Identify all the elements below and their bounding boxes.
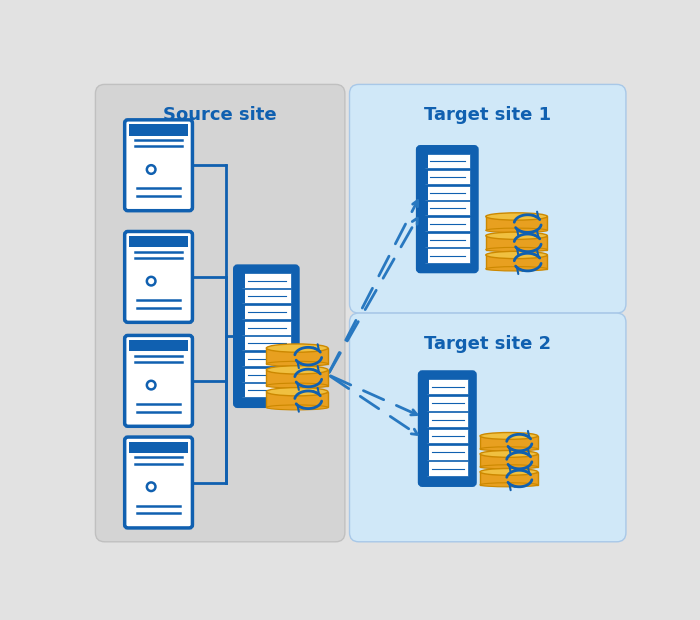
Bar bbox=[425, 202, 470, 216]
Ellipse shape bbox=[486, 228, 547, 232]
Bar bbox=[427, 379, 468, 394]
Ellipse shape bbox=[147, 277, 155, 285]
Bar bbox=[425, 249, 470, 263]
Bar bbox=[242, 321, 290, 335]
FancyBboxPatch shape bbox=[125, 335, 192, 427]
Bar bbox=[242, 368, 290, 382]
Ellipse shape bbox=[480, 433, 538, 440]
Ellipse shape bbox=[480, 469, 538, 476]
Text: Target site 1: Target site 1 bbox=[424, 106, 552, 124]
Ellipse shape bbox=[147, 165, 155, 174]
FancyBboxPatch shape bbox=[125, 120, 192, 211]
Bar bbox=[425, 154, 428, 168]
Bar bbox=[266, 370, 328, 386]
Bar bbox=[130, 340, 188, 351]
Text: Target site 2: Target site 2 bbox=[424, 335, 552, 353]
Bar bbox=[242, 305, 290, 319]
Ellipse shape bbox=[486, 247, 547, 252]
Bar bbox=[242, 336, 245, 350]
Ellipse shape bbox=[486, 232, 547, 239]
Ellipse shape bbox=[266, 383, 328, 388]
Bar bbox=[425, 217, 428, 231]
Ellipse shape bbox=[266, 344, 328, 352]
FancyBboxPatch shape bbox=[349, 84, 626, 313]
Bar bbox=[427, 396, 429, 410]
Bar bbox=[130, 125, 188, 136]
Ellipse shape bbox=[480, 483, 538, 487]
Ellipse shape bbox=[480, 451, 538, 458]
Bar bbox=[130, 236, 188, 247]
Bar bbox=[242, 289, 245, 303]
FancyBboxPatch shape bbox=[125, 437, 192, 528]
Bar bbox=[242, 352, 290, 366]
Ellipse shape bbox=[147, 381, 155, 389]
Bar bbox=[242, 383, 290, 397]
Bar bbox=[425, 154, 470, 168]
Ellipse shape bbox=[486, 251, 547, 259]
FancyBboxPatch shape bbox=[419, 371, 475, 485]
Bar bbox=[242, 273, 245, 288]
Bar bbox=[242, 273, 290, 288]
Bar bbox=[242, 289, 290, 303]
Bar bbox=[427, 412, 468, 427]
FancyBboxPatch shape bbox=[234, 266, 298, 407]
Bar bbox=[425, 217, 470, 231]
Bar bbox=[480, 436, 538, 449]
FancyBboxPatch shape bbox=[417, 146, 477, 272]
Bar bbox=[486, 236, 547, 250]
Bar bbox=[486, 255, 547, 269]
Bar bbox=[425, 170, 470, 184]
Bar bbox=[427, 445, 429, 460]
Bar bbox=[242, 321, 245, 335]
Bar bbox=[425, 249, 428, 263]
Ellipse shape bbox=[480, 465, 538, 469]
Text: Source site: Source site bbox=[163, 106, 277, 124]
Bar bbox=[425, 185, 428, 200]
Ellipse shape bbox=[486, 213, 547, 220]
Ellipse shape bbox=[266, 361, 328, 366]
Ellipse shape bbox=[266, 366, 328, 374]
FancyBboxPatch shape bbox=[95, 84, 345, 542]
Bar bbox=[427, 461, 429, 476]
Bar bbox=[427, 445, 468, 460]
Bar bbox=[425, 202, 428, 216]
Ellipse shape bbox=[266, 388, 328, 396]
Ellipse shape bbox=[147, 482, 155, 491]
Bar bbox=[242, 352, 245, 366]
Bar bbox=[425, 185, 470, 200]
Bar bbox=[425, 232, 470, 247]
FancyBboxPatch shape bbox=[349, 313, 626, 542]
FancyBboxPatch shape bbox=[125, 231, 192, 322]
Bar bbox=[427, 461, 468, 476]
Bar bbox=[480, 472, 538, 485]
Ellipse shape bbox=[486, 267, 547, 271]
Bar bbox=[427, 396, 468, 410]
Bar bbox=[427, 428, 429, 443]
Ellipse shape bbox=[480, 447, 538, 451]
Bar bbox=[266, 392, 328, 407]
Bar bbox=[480, 454, 538, 467]
Bar bbox=[427, 412, 429, 427]
Bar bbox=[486, 216, 547, 230]
Bar bbox=[130, 441, 188, 453]
Bar bbox=[266, 348, 328, 364]
Bar bbox=[427, 379, 429, 394]
Bar bbox=[425, 232, 428, 247]
Bar bbox=[242, 368, 245, 382]
Bar bbox=[425, 170, 428, 184]
Bar bbox=[242, 336, 290, 350]
Ellipse shape bbox=[266, 405, 328, 410]
Bar bbox=[427, 428, 468, 443]
Bar bbox=[242, 383, 245, 397]
Bar bbox=[242, 305, 245, 319]
